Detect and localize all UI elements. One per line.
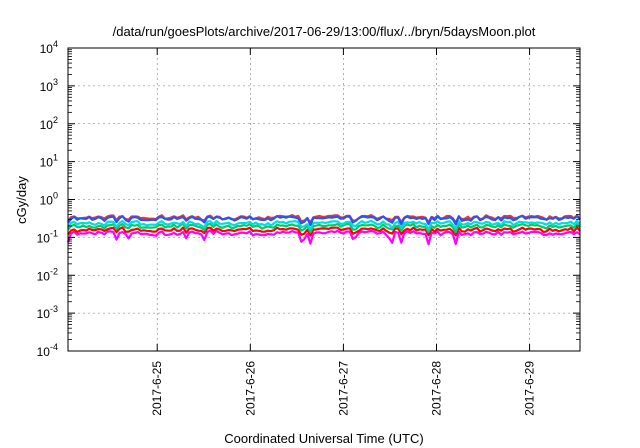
- x-tick-label: 2017-6-27: [336, 361, 350, 416]
- grid-lines: [68, 48, 580, 351]
- axis-ticks: 10-4 10-3 10-2 10-1 100 101 102 103 104 2017-6-25…: [37, 39, 580, 416]
- series-line: [67, 214, 581, 226]
- y-tick-label: 10-3: [37, 304, 58, 321]
- y-tick-label: 104: [40, 39, 58, 56]
- series-line: [67, 222, 581, 234]
- x-tick-label: 2017-6-25: [150, 361, 164, 416]
- y-tick-label: 102: [40, 115, 58, 132]
- x-tick-label: 2017-6-29: [523, 361, 537, 416]
- y-tick-label: 103: [40, 77, 58, 94]
- y-tick-label: 10-4: [37, 342, 58, 359]
- x-tick-label: 2017-6-26: [243, 361, 257, 416]
- y-axis-label: cGy/day: [14, 176, 29, 224]
- chart-title: /data/run/goesPlots/archive/2017-06-29/1…: [113, 24, 536, 39]
- y-tick-label: 101: [40, 153, 58, 170]
- x-axis-label: Coordinated Universal Time (UTC): [224, 431, 423, 446]
- series-line: [67, 219, 581, 231]
- series-line: [67, 226, 581, 237]
- y-tick-label: 10-1: [37, 228, 58, 245]
- y-tick-label: 10-2: [37, 266, 58, 283]
- y-tick-label: 100: [40, 191, 58, 208]
- series-lines: [66, 214, 581, 246]
- series-line: [66, 229, 581, 246]
- x-tick-label: 2017-6-28: [429, 361, 443, 416]
